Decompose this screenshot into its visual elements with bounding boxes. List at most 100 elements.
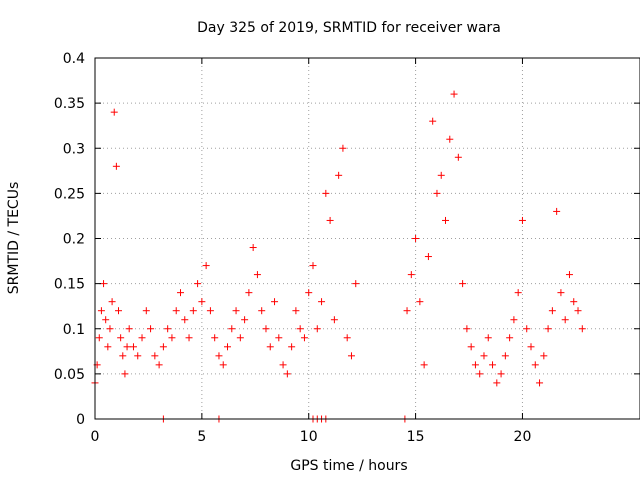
data-point — [318, 298, 326, 306]
data-point — [159, 343, 167, 351]
data-point — [168, 334, 176, 342]
data-point — [471, 361, 479, 369]
data-point — [224, 343, 232, 351]
data-point — [497, 370, 505, 378]
data-point — [228, 325, 236, 333]
data-point — [463, 325, 471, 333]
data-point — [125, 325, 133, 333]
data-point — [172, 307, 180, 315]
data-point — [138, 334, 146, 342]
data-point — [412, 235, 420, 242]
data-point — [352, 280, 360, 288]
data-point — [129, 343, 137, 351]
data-point — [97, 307, 105, 315]
data-point — [540, 352, 548, 360]
data-point — [403, 307, 411, 315]
data-point — [416, 298, 424, 306]
data-point — [194, 280, 202, 288]
data-point — [100, 280, 108, 288]
data-point — [480, 352, 488, 360]
data-point — [198, 298, 206, 306]
data-point — [339, 144, 347, 152]
data-point — [249, 244, 257, 252]
data-point — [288, 343, 296, 351]
plot-frame — [94, 57, 640, 420]
data-point — [322, 189, 330, 197]
data-point — [493, 379, 501, 387]
data-point — [102, 316, 110, 324]
y-tick-label: 0.1 — [63, 322, 85, 338]
data-point — [106, 325, 114, 333]
data-point — [309, 262, 317, 270]
data-point — [557, 289, 565, 297]
data-point — [484, 334, 492, 342]
data-point — [523, 325, 531, 333]
data-point — [424, 253, 432, 261]
data-point — [104, 343, 112, 351]
grid — [95, 58, 640, 419]
data-point — [189, 307, 197, 315]
y-tick-label: 0.2 — [63, 232, 85, 248]
data-point — [181, 316, 189, 324]
x-axis-label: GPS time / hours — [290, 458, 407, 474]
data-point — [565, 271, 573, 279]
data-point — [147, 325, 155, 333]
axis-ticks: 0 5 10 15 20 0 0.05 0.1 0.15 0.2 0.25 0.3 0.35 0.4 — [54, 51, 640, 445]
data-point — [211, 334, 219, 342]
data-point — [258, 307, 266, 315]
data-point — [266, 343, 274, 351]
data-point — [531, 361, 539, 369]
data-point — [506, 334, 514, 342]
data-point — [570, 298, 578, 306]
data-point — [313, 325, 321, 333]
data-point — [514, 289, 522, 297]
data-points — [91, 90, 586, 423]
data-point — [275, 334, 283, 342]
data-point — [202, 262, 210, 270]
y-tick-label: 0.25 — [54, 186, 85, 202]
data-point — [110, 108, 118, 116]
data-point — [459, 280, 467, 288]
data-point — [112, 162, 120, 170]
data-point — [241, 316, 249, 324]
y-tick-label: 0.3 — [63, 141, 85, 157]
data-point — [119, 352, 127, 360]
data-point — [176, 289, 184, 297]
data-point — [343, 334, 351, 342]
data-point — [279, 361, 287, 369]
data-point — [108, 298, 116, 306]
data-point — [442, 216, 450, 224]
data-point — [330, 316, 338, 324]
data-point — [467, 343, 475, 351]
data-point — [219, 361, 227, 369]
x-tick-label: 5 — [197, 429, 206, 445]
x-tick-label: 20 — [514, 429, 532, 445]
data-point — [561, 316, 569, 324]
data-point — [450, 90, 458, 98]
data-point — [489, 361, 497, 369]
data-point — [433, 189, 441, 197]
data-point — [236, 334, 244, 342]
data-point — [253, 271, 261, 279]
data-point — [245, 289, 253, 297]
data-point — [548, 307, 556, 315]
data-point — [420, 361, 428, 369]
data-point — [215, 352, 223, 360]
y-tick-label: 0.15 — [54, 277, 85, 293]
y-axis-label: SRMTID / TECUs — [6, 182, 22, 295]
data-point — [283, 370, 291, 378]
data-point — [142, 307, 150, 315]
y-tick-label: 0.4 — [63, 51, 85, 67]
data-point — [429, 117, 437, 125]
data-point — [185, 334, 193, 342]
data-point — [518, 216, 526, 224]
data-point — [300, 334, 308, 342]
chart-title: Day 325 of 2019, SRMTID for receiver war… — [197, 20, 501, 36]
data-point — [326, 216, 334, 224]
data-point — [296, 325, 304, 333]
data-point — [536, 379, 544, 387]
data-point — [164, 325, 172, 333]
data-point — [407, 271, 415, 279]
data-point — [335, 171, 343, 179]
x-tick-label: 0 — [91, 429, 100, 445]
